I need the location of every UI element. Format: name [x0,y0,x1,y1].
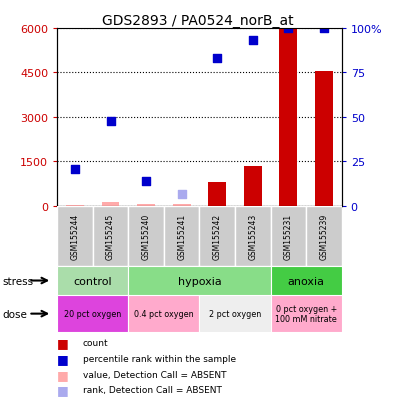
Text: hypoxia: hypoxia [178,276,221,286]
Text: stress: stress [2,276,33,286]
Bar [315,72,333,206]
Bar [199,295,271,332]
Text: GSM155239: GSM155239 [320,214,328,259]
Text: control: control [73,276,112,286]
Bar [137,204,155,206]
Bar [128,295,199,332]
Point [179,191,185,197]
Bar [164,206,199,266]
Text: GSM155245: GSM155245 [106,214,115,259]
Bar [199,206,235,266]
Bar [271,295,342,332]
Text: GSM155243: GSM155243 [248,214,257,259]
Bar [128,206,164,266]
Bar [235,206,271,266]
Text: ■: ■ [57,352,69,365]
Bar [271,266,342,295]
Bar [57,206,93,266]
Text: GSM155231: GSM155231 [284,214,293,259]
Point [214,56,220,62]
Text: ■: ■ [57,368,69,381]
Text: GSM155241: GSM155241 [177,214,186,259]
Text: 20 pct oxygen: 20 pct oxygen [64,309,121,318]
Text: percentile rank within the sample: percentile rank within the sample [83,354,236,363]
Text: ■: ■ [57,336,69,349]
Bar [173,205,191,206]
Text: GSM155240: GSM155240 [142,214,150,259]
Point [107,118,114,125]
Bar [102,203,120,206]
Text: count: count [83,338,109,347]
Text: anoxia: anoxia [288,276,325,286]
Point [72,166,78,173]
Text: GSM155244: GSM155244 [71,214,79,259]
Bar [128,266,271,295]
Point [285,26,292,32]
Text: GSM155242: GSM155242 [213,214,222,259]
Bar [280,29,297,206]
Text: 0.4 pct oxygen: 0.4 pct oxygen [134,309,194,318]
Bar [244,166,262,206]
Text: 0 pct oxygen +
100 mM nitrate: 0 pct oxygen + 100 mM nitrate [275,304,337,323]
Text: rank, Detection Call = ABSENT: rank, Detection Call = ABSENT [83,385,222,394]
Bar [271,206,306,266]
Bar [306,206,342,266]
Point [250,38,256,45]
Text: ■: ■ [57,383,69,396]
Point [321,26,327,32]
Bar [57,266,128,295]
Bar [209,183,226,206]
Text: GDS2893 / PA0524_norB_at: GDS2893 / PA0524_norB_at [102,14,293,28]
Point [143,178,149,185]
Text: dose: dose [2,309,27,319]
Bar [57,295,128,332]
Bar [66,205,84,206]
Text: 2 pct oxygen: 2 pct oxygen [209,309,261,318]
Text: value, Detection Call = ABSENT: value, Detection Call = ABSENT [83,370,226,379]
Bar [93,206,128,266]
